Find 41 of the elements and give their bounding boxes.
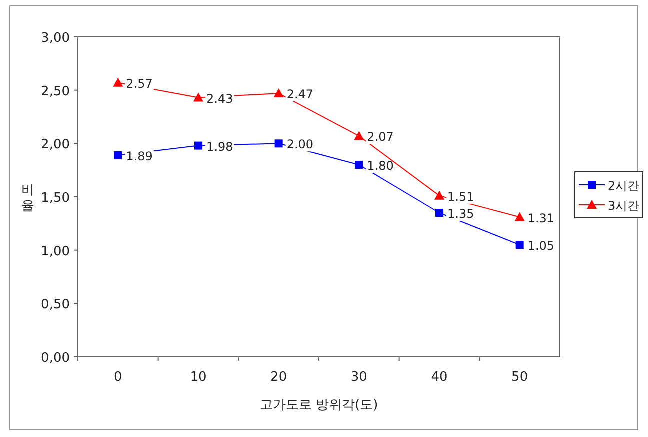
x-tick-label: 0 (114, 370, 122, 385)
point (274, 88, 284, 98)
y-tick-label: 2,50 (41, 84, 70, 100)
data-label: 1.31 (528, 211, 555, 226)
point (516, 241, 524, 249)
y-tick-label: 0,00 (41, 351, 70, 366)
x-tick-label: 30 (350, 370, 368, 385)
data-label: 2.07 (367, 130, 394, 144)
x-axis-title: 고가도로 방위각(도) (260, 398, 378, 413)
x-tick-label: 40 (431, 370, 448, 385)
y-axis-title: 비율 (22, 183, 34, 214)
data-label: 1.05 (528, 239, 555, 253)
x-tick-label: 20 (270, 370, 288, 385)
point (194, 142, 202, 150)
point (434, 190, 444, 200)
point (274, 140, 283, 148)
point (113, 78, 124, 87)
point (354, 131, 364, 140)
data-label: 1.51 (448, 190, 474, 204)
x-tick-label: 50 (512, 370, 528, 385)
legend-label: 3시간 (608, 199, 640, 213)
x-tick-label: 10 (190, 370, 207, 385)
point (436, 209, 444, 217)
data-label: 1.98 (206, 140, 234, 154)
y-tick-label: 1,00 (41, 244, 70, 260)
point (355, 161, 364, 169)
data-label: 2.47 (286, 88, 314, 102)
data-label: 2.57 (126, 76, 153, 91)
legend-label: 2시간 (608, 179, 640, 193)
point (114, 151, 122, 160)
point (194, 92, 204, 102)
y-tick-label: 1,50 (41, 191, 70, 206)
y-tick-label: 3,00 (41, 31, 70, 46)
y-tick-label: 2,00 (41, 138, 70, 153)
data-label: 2.00 (286, 138, 314, 152)
data-label: 1.89 (126, 149, 153, 164)
y-tick-label: 0,50 (41, 298, 70, 313)
point (514, 212, 525, 222)
data-label: 1.35 (448, 207, 474, 221)
data-label: 2.43 (206, 92, 234, 106)
data-label: 1.80 (367, 159, 394, 173)
